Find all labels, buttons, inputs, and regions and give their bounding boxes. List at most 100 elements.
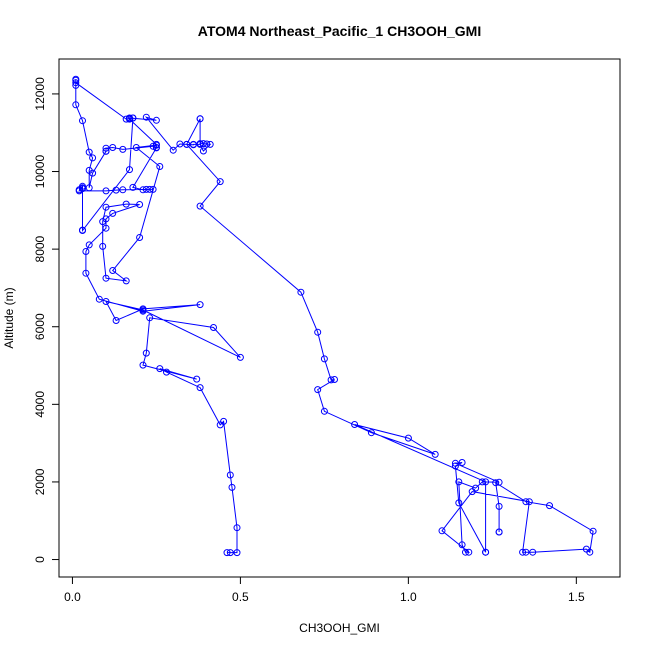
- data-point: [203, 140, 211, 148]
- data-point: [139, 186, 147, 194]
- data-point: [320, 407, 328, 415]
- data-point: [465, 548, 473, 556]
- data-point: [522, 548, 530, 556]
- data-point: [199, 147, 207, 155]
- data-point: [176, 140, 184, 148]
- data-point: [495, 528, 503, 536]
- series-line: [75, 79, 594, 554]
- data-point: [82, 269, 90, 277]
- data-point: [79, 185, 86, 193]
- data-point: [451, 459, 459, 467]
- data-point: [119, 145, 127, 153]
- data-point: [119, 186, 127, 194]
- data-point: [142, 185, 150, 193]
- data-point: [196, 202, 204, 210]
- y-axis-label: Altitude (m): [2, 287, 16, 348]
- data-point: [462, 548, 469, 556]
- data-point: [152, 144, 160, 152]
- data-point: [85, 184, 93, 192]
- data-point: [102, 274, 110, 282]
- data-point: [546, 502, 553, 510]
- data-point: [206, 140, 214, 148]
- x-tick-label: 1.0: [400, 590, 417, 604]
- data-point: [522, 498, 530, 506]
- data-point: [142, 113, 150, 121]
- y-tick-label: 6000: [33, 313, 47, 340]
- data-point: [79, 227, 86, 234]
- data-point: [193, 375, 201, 383]
- data-point: [99, 242, 107, 250]
- data-point: [136, 234, 144, 241]
- y-tick-label: 12000: [33, 77, 47, 111]
- data-point: [163, 368, 170, 376]
- data-point: [314, 328, 322, 336]
- data-point: [79, 182, 86, 190]
- data-point: [455, 499, 463, 507]
- data-point: [327, 376, 335, 384]
- data-point: [196, 115, 204, 123]
- data-point: [72, 79, 80, 87]
- data-point: [482, 478, 490, 486]
- data-point: [455, 478, 463, 486]
- data-point: [233, 524, 241, 532]
- data-point: [139, 361, 147, 369]
- y-tick-label: 10000: [33, 155, 47, 189]
- data-point: [189, 141, 197, 149]
- data-point: [404, 434, 412, 442]
- data-point: [525, 498, 533, 506]
- data-point: [216, 178, 224, 186]
- data-point: [79, 117, 86, 125]
- data-point: [314, 386, 322, 394]
- data-point: [196, 301, 204, 309]
- data-point: [102, 298, 110, 305]
- data-point: [122, 115, 130, 123]
- x-axis: 0.0 0.5 1.0 1.5: [64, 576, 585, 604]
- data-point: [112, 317, 120, 324]
- data-point: [169, 146, 177, 154]
- data-point: [451, 462, 459, 470]
- x-tick-label: 0.0: [64, 590, 81, 604]
- data-point: [586, 548, 594, 556]
- data-point: [438, 527, 446, 535]
- plot-frame: [58, 58, 621, 578]
- y-axis: 0 2000 4000 6000 8000 10000 12000: [33, 77, 60, 563]
- data-point: [126, 166, 133, 174]
- plot-area: [72, 75, 597, 557]
- data-point: [226, 549, 234, 557]
- data-point: [85, 148, 93, 156]
- data-point: [142, 349, 150, 357]
- data-point: [95, 295, 103, 303]
- data-point: [72, 101, 80, 109]
- data-point: [85, 166, 93, 174]
- data-point: [196, 140, 204, 148]
- data-point: [102, 187, 110, 195]
- data-point: [183, 140, 191, 148]
- data-point: [109, 267, 117, 274]
- y-tick-label: 2000: [33, 468, 47, 495]
- data-point: [233, 549, 241, 557]
- data-point: [72, 75, 80, 83]
- data-point: [216, 421, 224, 429]
- data-point: [519, 548, 527, 556]
- data-point: [109, 209, 117, 217]
- data-point: [331, 376, 338, 383]
- data-point: [102, 147, 110, 155]
- data-point: [129, 114, 137, 122]
- data-point: [367, 429, 375, 437]
- data-point: [495, 478, 503, 486]
- data-point: [228, 483, 236, 491]
- data-point: [85, 241, 93, 249]
- data-point: [458, 459, 466, 466]
- data-point: [458, 541, 466, 549]
- x-tick-label: 0.5: [232, 590, 249, 604]
- data-point: [156, 365, 164, 373]
- data-point: [122, 200, 130, 208]
- data-point: [139, 305, 147, 313]
- chart-title: ATOM4 Northeast_Pacific_1 CH3OOH_GMI: [198, 23, 481, 39]
- data-point: [156, 163, 164, 170]
- data-point: [82, 248, 90, 255]
- y-tick-label: 8000: [33, 235, 47, 262]
- data-point: [102, 224, 110, 232]
- data-point: [320, 355, 328, 363]
- data-point: [112, 186, 120, 194]
